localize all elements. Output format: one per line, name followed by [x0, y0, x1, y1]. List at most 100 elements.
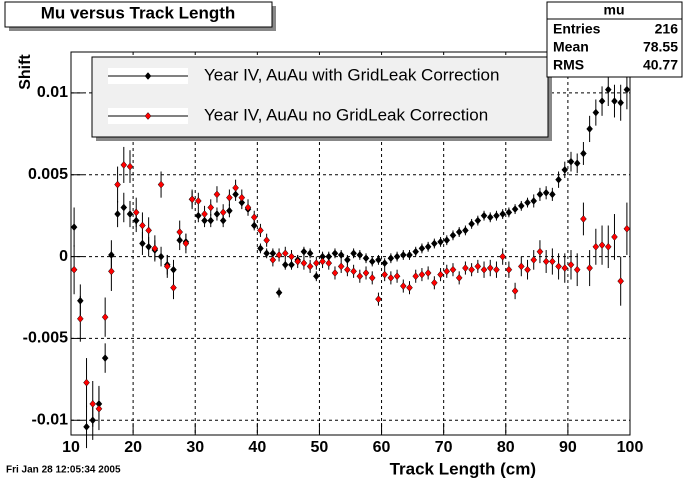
data-point	[337, 262, 345, 271]
data-point	[536, 190, 544, 199]
data-point	[561, 165, 569, 174]
data-point	[462, 226, 469, 235]
data-point	[368, 273, 376, 282]
data-point	[219, 208, 227, 217]
data-point	[623, 85, 631, 94]
data-point	[499, 210, 507, 218]
data-point	[455, 273, 463, 282]
x-tick-label: 90	[559, 439, 577, 456]
data-point	[549, 257, 556, 266]
data-point	[263, 249, 270, 258]
stats-value: 216	[655, 21, 679, 37]
data-point	[449, 231, 457, 240]
stats-label: Entries	[553, 21, 601, 37]
data-point	[517, 262, 525, 271]
data-point	[213, 210, 221, 218]
marks	[70, 70, 631, 449]
data-point	[89, 400, 97, 408]
grid	[70, 52, 631, 435]
data-point	[226, 193, 233, 202]
stats: Entries 216 Mean 78.55 RMS 40.77	[553, 21, 678, 73]
legend-label: Year IV, AuAu with GridLeak Correction	[204, 65, 499, 84]
x-tick-label: 60	[373, 439, 391, 456]
data-point	[406, 251, 413, 259]
data-point	[493, 265, 500, 274]
data-point	[319, 257, 326, 266]
data-point	[505, 208, 513, 217]
data-point	[517, 201, 525, 210]
data-point	[250, 213, 258, 222]
data-point	[188, 195, 196, 204]
data-point	[437, 270, 444, 279]
data-point	[555, 175, 562, 184]
data-point	[126, 210, 134, 218]
legend-marker	[144, 112, 152, 120]
data-point	[313, 259, 320, 268]
data-point	[331, 269, 339, 277]
data-point	[437, 237, 444, 246]
data-point	[393, 252, 401, 261]
data-point	[561, 264, 569, 272]
data-point	[95, 404, 103, 413]
data-point	[412, 247, 420, 256]
data-point	[207, 216, 215, 225]
data-point	[163, 262, 171, 271]
data-point	[157, 252, 165, 261]
data-point	[288, 260, 295, 269]
data-point	[281, 249, 289, 258]
data-point	[139, 221, 146, 230]
data-point	[617, 98, 625, 107]
data-point	[101, 313, 109, 322]
data-point	[275, 288, 283, 297]
data-point	[611, 233, 618, 241]
data-point	[257, 244, 264, 253]
data-point	[542, 257, 550, 266]
data-point	[294, 257, 302, 266]
x-tick-label: 50	[311, 439, 329, 456]
data-point	[244, 203, 252, 212]
data-point	[306, 262, 314, 271]
data-point	[201, 210, 208, 218]
data-point	[157, 180, 165, 189]
stats-value: 40.77	[643, 57, 678, 73]
data-point	[350, 249, 357, 258]
x-tick-label: 80	[497, 439, 515, 456]
stats-title: mu	[604, 2, 625, 18]
data-point	[604, 85, 612, 94]
data-point	[536, 247, 544, 256]
legend-marker	[144, 72, 152, 80]
data-point	[313, 272, 320, 281]
data-point	[145, 242, 152, 251]
x-axis-label: Track Length (cm)	[390, 459, 536, 478]
data-point	[586, 125, 593, 133]
data-point	[480, 211, 488, 220]
data-point	[362, 254, 370, 263]
data-point	[76, 314, 84, 323]
data-point	[424, 269, 432, 277]
x-tick-label: 40	[248, 439, 266, 456]
data-point	[325, 259, 333, 268]
data-point	[431, 239, 438, 248]
data-point	[449, 265, 457, 274]
data-point	[281, 260, 289, 269]
data-point	[387, 273, 395, 282]
data-point	[356, 251, 364, 259]
data-point	[480, 265, 488, 274]
stats-box	[546, 1, 683, 78]
data-point	[592, 108, 600, 117]
data-point	[511, 287, 519, 295]
data-point	[126, 162, 134, 171]
x-tick-label: 20	[124, 439, 142, 456]
data-point	[524, 198, 531, 207]
data-point	[263, 236, 270, 245]
data-point	[580, 149, 587, 158]
data-point	[573, 265, 581, 274]
data-point	[207, 203, 215, 212]
stats-value: 78.55	[643, 39, 678, 55]
data-point	[170, 283, 177, 292]
data-point	[350, 267, 357, 276]
data-point	[474, 262, 482, 271]
data-point	[194, 211, 202, 220]
data-point	[567, 260, 575, 269]
